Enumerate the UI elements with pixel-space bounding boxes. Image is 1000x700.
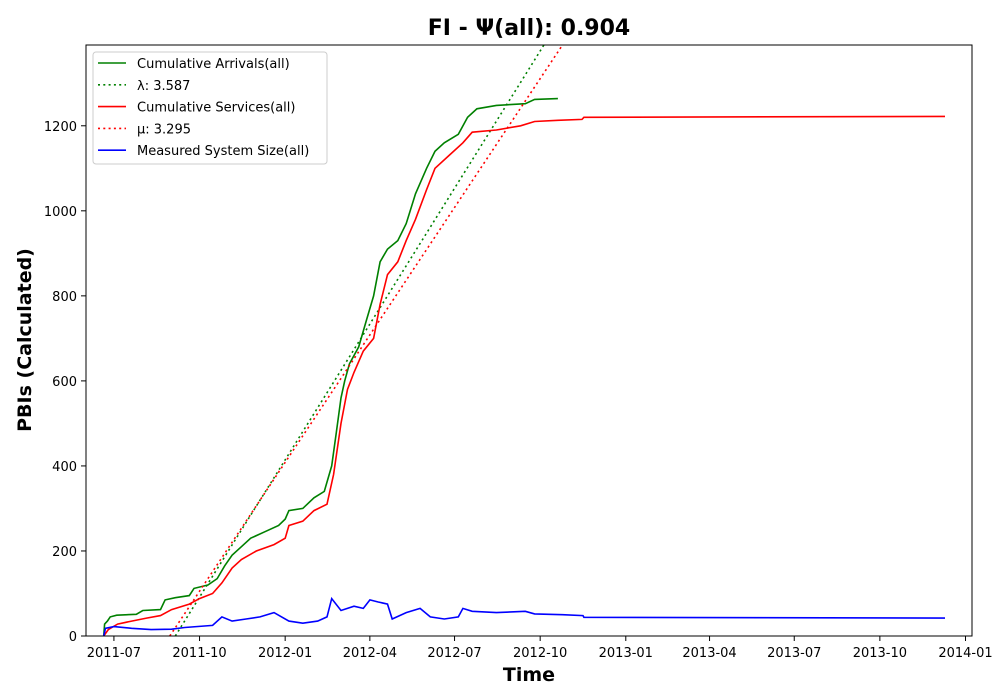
series-line-2 <box>103 115 946 636</box>
legend-label: μ: 3.295 <box>137 122 191 137</box>
y-tick-label: 0 <box>69 630 77 645</box>
legend-label: Cumulative Services(all) <box>137 101 295 116</box>
x-tick-label: 2012-10 <box>513 646 567 661</box>
x-tick-label: 2014-01 <box>938 646 992 661</box>
x-tick-label: 2013-10 <box>853 646 907 661</box>
y-tick-label: 200 <box>52 545 77 560</box>
x-axis: 2011-07 2011-10 2012-01 2012-04 2012-07 2012-… <box>87 636 993 661</box>
x-tick-label: 2013-04 <box>682 646 736 661</box>
series-line-0 <box>102 97 558 636</box>
plot-area <box>102 45 946 636</box>
y-axis: 0 200 400 600 800 1000 1200 <box>44 120 86 645</box>
legend-label: Measured System Size(all) <box>137 144 309 159</box>
x-tick-label: 2013-07 <box>767 646 821 661</box>
y-tick-label: 400 <box>52 460 77 475</box>
legend: Cumulative Arrivals(all) λ: 3.587 Cumulati… <box>92 51 328 165</box>
plot-frame <box>85 44 973 637</box>
x-tick-label: 2012-01 <box>258 646 312 661</box>
y-axis-label: PBIs (Calculated) <box>14 248 36 432</box>
legend-box <box>92 51 328 165</box>
x-tick-label: 2012-07 <box>427 646 481 661</box>
legend-label: λ: 3.587 <box>137 79 190 94</box>
y-tick-label: 600 <box>52 375 77 390</box>
x-tick-label: 2011-07 <box>87 646 141 661</box>
y-tick-label: 800 <box>52 290 77 305</box>
x-tick-label: 2011-10 <box>172 646 226 661</box>
x-tick-label: 2012-04 <box>343 646 397 661</box>
legend-label: Cumulative Arrivals(all) <box>137 57 290 72</box>
series-line-3 <box>169 45 564 636</box>
y-tick-label: 1200 <box>44 120 77 135</box>
x-axis-label: Time <box>503 664 555 686</box>
series-line-4 <box>102 596 946 636</box>
chart-title: FI - Ψ(all): 0.904 <box>428 16 630 41</box>
y-tick-label: 1000 <box>44 205 77 220</box>
x-tick-label: 2013-01 <box>599 646 653 661</box>
